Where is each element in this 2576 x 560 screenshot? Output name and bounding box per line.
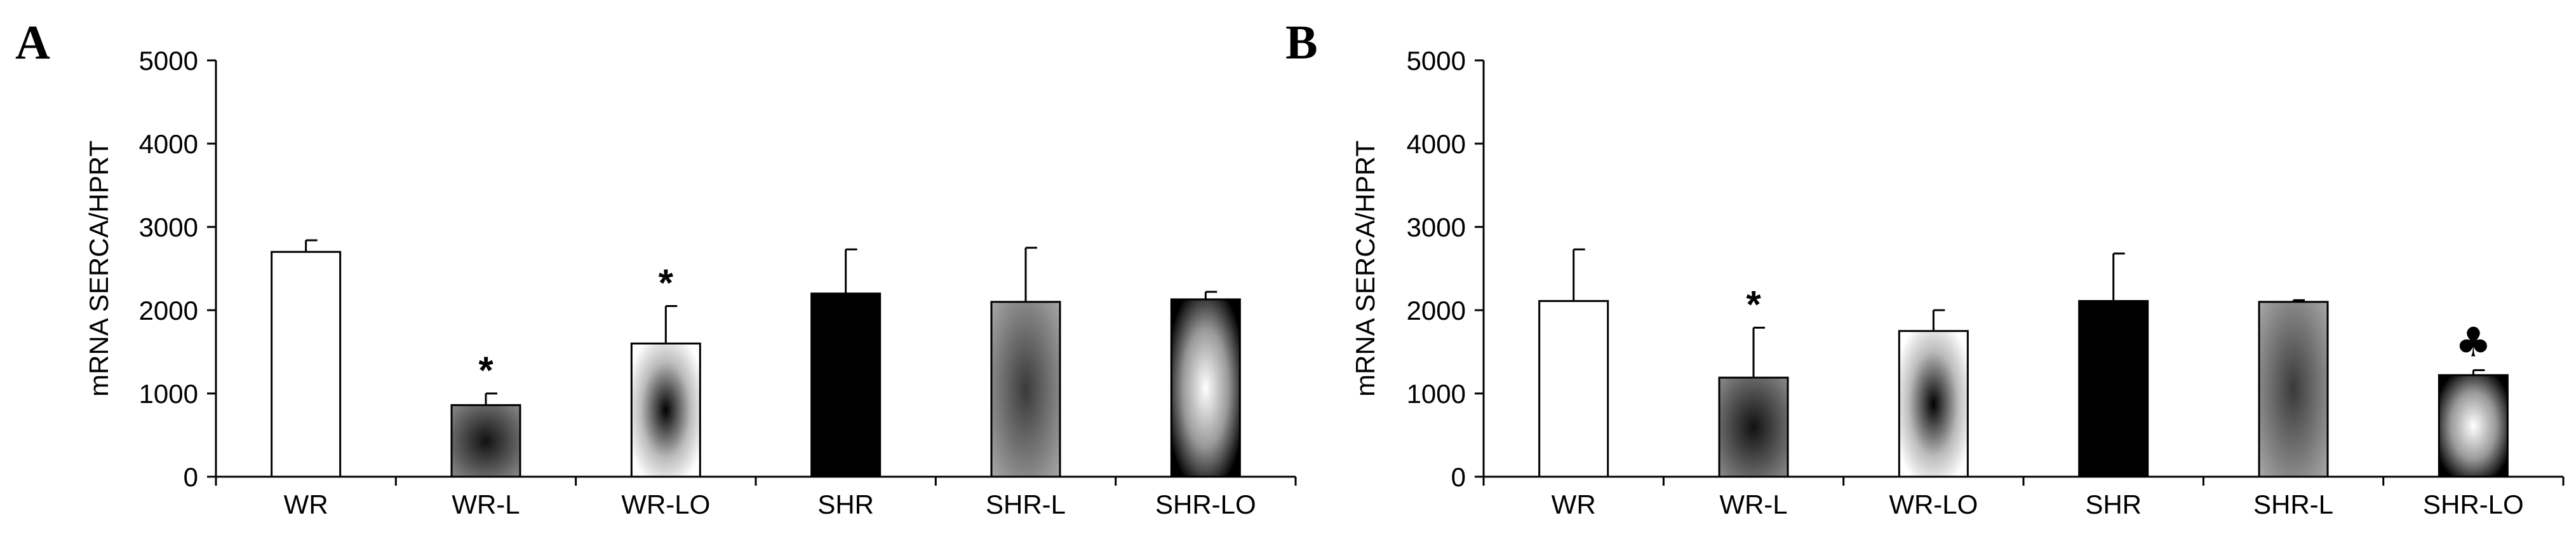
bar: [1718, 376, 1789, 478]
category-label: SHR: [2085, 489, 2142, 519]
category-label: SHR-L: [986, 489, 1066, 519]
y-axis-label: mRNA SERCA/HPRT: [1350, 140, 1380, 397]
category-label: WR-L: [1719, 489, 1787, 519]
panel-label: B: [1285, 16, 1318, 69]
bar: [1898, 330, 1969, 478]
significance-marker: *: [1746, 283, 1761, 326]
category-label: SHR-LO: [1155, 489, 1256, 519]
bar: [2078, 300, 2149, 478]
panel-label: A: [15, 16, 50, 69]
bar: [2438, 374, 2509, 478]
bar: [450, 404, 521, 478]
bar: [990, 301, 1061, 478]
category-label: SHR-LO: [2423, 489, 2524, 519]
bar: [810, 292, 882, 478]
significance-marker: ♣: [2455, 319, 2492, 366]
category-label: SHR-L: [2253, 489, 2333, 519]
y-tick-label: 0: [1451, 462, 1466, 492]
category-label: SHR: [817, 489, 874, 519]
significance-marker: *: [659, 261, 674, 304]
category-label: WR-LO: [621, 489, 710, 519]
category-label: WR-LO: [1889, 489, 1978, 519]
y-axis-label: mRNA SERCA/HPRT: [84, 140, 114, 397]
y-tick-label: 4000: [1407, 129, 1466, 159]
category-label: WR-L: [452, 489, 520, 519]
y-tick-label: 3000: [1407, 212, 1466, 242]
y-tick-label: 4000: [139, 129, 198, 159]
y-tick-label: 5000: [1407, 46, 1466, 76]
y-tick-label: 1000: [139, 379, 198, 409]
y-tick-label: 0: [184, 462, 198, 492]
y-tick-label: 1000: [1407, 379, 1466, 409]
bar: [271, 250, 342, 478]
category-label: WR: [1552, 489, 1596, 519]
bar: [2258, 301, 2329, 478]
y-tick-label: 2000: [1407, 296, 1466, 325]
y-tick-label: 3000: [139, 212, 198, 242]
significance-marker: *: [478, 349, 493, 392]
bar: [630, 342, 701, 478]
y-tick-label: 2000: [139, 296, 198, 325]
bar: [1538, 300, 1609, 478]
bar: [1170, 298, 1241, 478]
y-tick-label: 5000: [139, 46, 198, 76]
category-label: WR: [284, 489, 328, 519]
